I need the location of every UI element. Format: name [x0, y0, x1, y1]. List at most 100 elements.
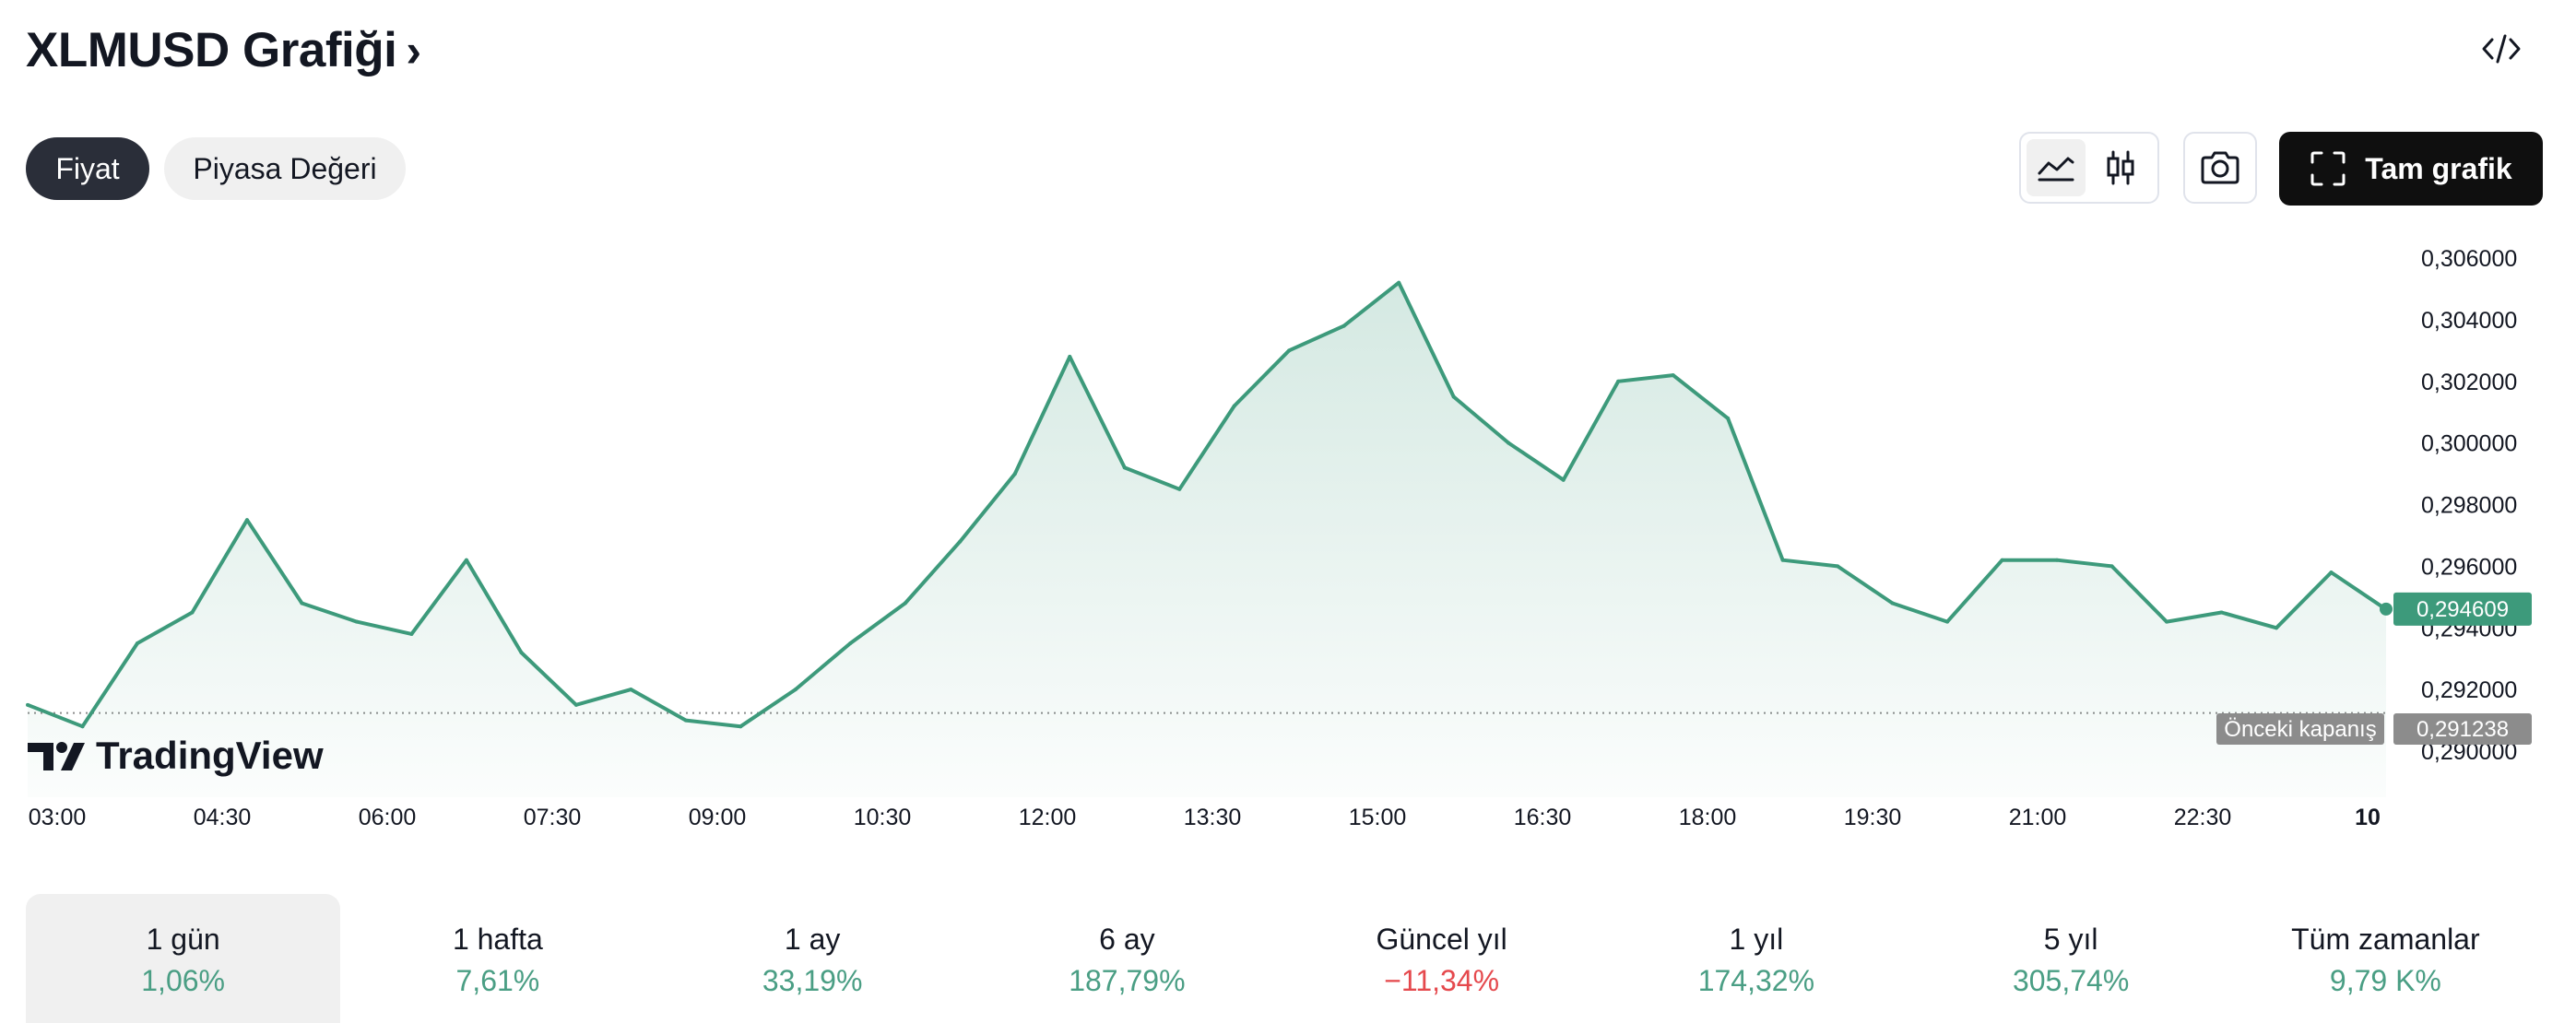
price-point: [1671, 373, 1675, 378]
price-point: [683, 718, 688, 723]
period-change-value: 305,74%: [2012, 964, 2130, 997]
period-1[interactable]: 1 hafta 7,61%: [340, 894, 655, 1023]
x-tick-label: 06:00: [359, 805, 417, 830]
price-point: [2000, 558, 2004, 562]
period-6[interactable]: 5 yıl 305,74%: [1914, 894, 2228, 1023]
y-tick-label: 0,302000: [2421, 370, 2517, 395]
x-tick-label: 07:30: [524, 805, 582, 830]
period-3[interactable]: 6 ay 187,79%: [970, 894, 1284, 1023]
last-price-dot: [2380, 602, 2393, 616]
price-point: [903, 601, 907, 606]
price-point: [1780, 558, 1785, 562]
chevron-right-icon: ›: [406, 24, 421, 76]
price-point: [300, 601, 304, 606]
period-label: 1 ay: [784, 923, 841, 956]
price-point: [1287, 348, 1292, 353]
price-point: [1836, 564, 1840, 569]
tradingview-logo: TradingView: [28, 734, 324, 777]
x-tick-label: 09:00: [689, 805, 747, 830]
y-tick-label: 0,306000: [2421, 246, 2517, 272]
price-point: [2109, 564, 2114, 569]
price-point: [1012, 472, 1017, 476]
x-tick-label: 10:30: [854, 805, 912, 830]
price-point: [1068, 355, 1072, 359]
price-point: [629, 688, 633, 692]
period-change-value: 187,79%: [1069, 964, 1186, 997]
fullscreen-icon: [2310, 151, 2346, 186]
price-point: [80, 724, 85, 729]
tab-price[interactable]: Fiyat: [26, 137, 149, 200]
price-points: [26, 280, 2388, 729]
price-point: [519, 651, 524, 654]
period-label: 5 yıl: [2043, 923, 2098, 956]
x-tick-label: 12:00: [1019, 805, 1077, 830]
period-5[interactable]: 1 yıl 174,32%: [1599, 894, 1913, 1023]
price-line: [27, 280, 2388, 729]
period-label: Güncel yıl: [1376, 923, 1507, 956]
price-point: [354, 619, 359, 624]
period-0[interactable]: 1 gün 1,06%: [26, 894, 341, 1023]
period-change-value: 174,32%: [1697, 964, 1815, 997]
prev-close-badge: Önceki kapanış: [2216, 713, 2384, 745]
price-point: [1945, 619, 1950, 624]
y-tick-label: 0,292000: [2421, 677, 2517, 703]
period-label: 1 hafta: [452, 923, 543, 956]
area-chart-icon: [2038, 157, 2074, 182]
price-point: [244, 518, 249, 523]
page-title[interactable]: XLMUSD Grafiği ›: [26, 22, 421, 78]
x-tick-label: 19:30: [1844, 805, 1902, 830]
x-tick-label: 22:30: [2174, 805, 2232, 830]
period-change-value: −11,34%: [1384, 964, 1500, 997]
y-tick-label: 0,296000: [2421, 554, 2517, 580]
price-chart[interactable]: 0,306000 0,304000 0,302000 0,300000 0,298000…: [0, 230, 2576, 839]
price-point: [1507, 441, 1511, 445]
period-change-value: 9,79 K%: [2329, 964, 2441, 997]
x-tick-label: 18:00: [1679, 805, 1737, 830]
price-point: [958, 539, 963, 544]
camera-icon: [2201, 151, 2239, 184]
chart-style-switcher: [2019, 132, 2159, 204]
full-chart-button[interactable]: Tam grafik: [2279, 132, 2543, 206]
price-point: [1726, 416, 1731, 420]
x-tick-label: 15:00: [1349, 805, 1407, 830]
candlestick-chart-button[interactable]: [2091, 139, 2150, 196]
period-2[interactable]: 1 ay 33,19%: [656, 894, 970, 1023]
tradingview-logo-text: TradingView: [96, 734, 324, 777]
performance-periods: 1 gün 1,06% 1 hafta 7,61% 1 ay 33,19% 6 ay 187,…: [26, 894, 2543, 1023]
snapshot-button[interactable]: [2183, 132, 2257, 204]
x-tick-label: 16:30: [1514, 805, 1572, 830]
page-title-text[interactable]: XLMUSD Grafiği: [26, 23, 397, 77]
price-point: [2219, 610, 2224, 615]
price-point: [190, 610, 195, 615]
price-point: [464, 558, 468, 562]
period-4[interactable]: Güncel yıl −11,34%: [1284, 894, 1599, 1023]
price-point: [793, 688, 798, 692]
prev-close-value-badge: 0,291238: [2393, 713, 2532, 745]
x-tick-label: 13:30: [1184, 805, 1242, 830]
price-point: [1890, 601, 1895, 606]
price-point: [848, 641, 853, 645]
prev-close-text: Önceki kapanış: [2224, 717, 2376, 742]
period-change-value: 7,61%: [455, 964, 540, 997]
period-label: 1 yıl: [1729, 923, 1784, 956]
price-point: [26, 702, 30, 707]
last-price-value: 0,294609: [2416, 597, 2509, 622]
price-point: [739, 724, 743, 729]
full-chart-label: Tam grafik: [2365, 151, 2512, 185]
price-point: [2329, 570, 2334, 575]
tab-market-cap[interactable]: Piyasa Değeri: [164, 137, 406, 200]
candlestick-icon: [2107, 150, 2134, 185]
period-label: 1 gün: [146, 923, 220, 956]
prev-close-value: 0,291238: [2416, 717, 2509, 742]
x-tick-label: 04:30: [194, 805, 252, 830]
y-tick-label: 0,298000: [2421, 493, 2517, 519]
embed-code-icon[interactable]: [2480, 28, 2523, 70]
x-tick-label: 10: [2355, 805, 2381, 830]
period-7[interactable]: Tüm zamanlar 9,79 K%: [2228, 894, 2543, 1023]
price-point: [135, 641, 139, 645]
price-point: [1397, 280, 1401, 285]
period-change-value: 1,06%: [141, 964, 225, 997]
last-price-badge: 0,294609: [2393, 592, 2532, 626]
area-chart-button[interactable]: [2027, 139, 2086, 196]
x-axis: 03:00 04:30 06:00 07:30 09:00 10:30 12:00 13:30…: [29, 805, 2381, 830]
